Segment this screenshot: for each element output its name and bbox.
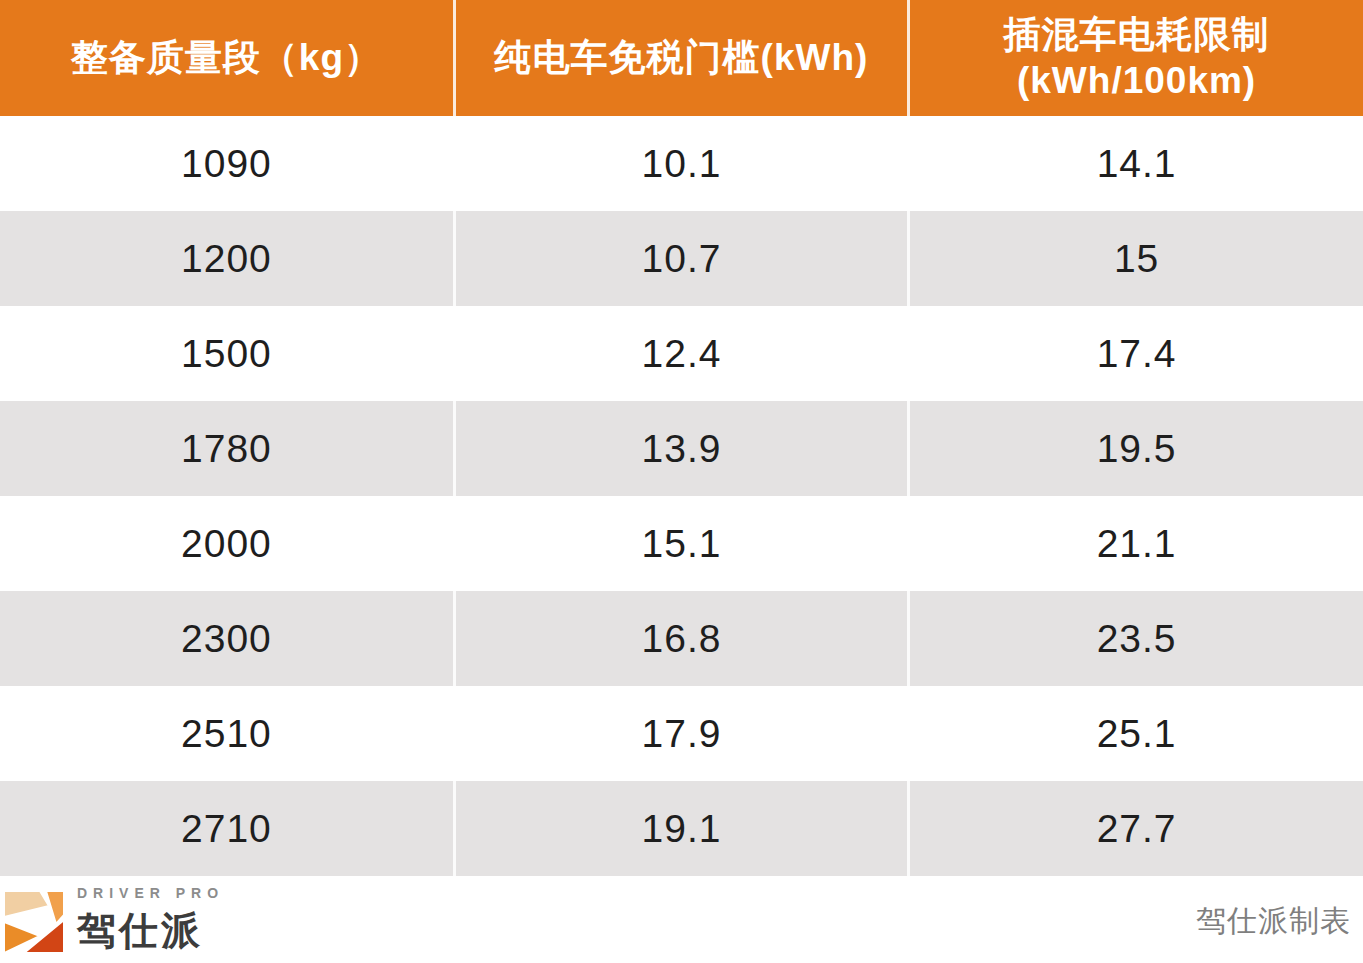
header-cell-phev-limit-line1: 插混车电耗限制 (910, 12, 1363, 58)
driver-pro-logo-icon (4, 890, 64, 954)
table-cell: 19.5 (909, 401, 1363, 496)
header-cell-phev-limit: 插混车电耗限制 (kWh/100km) (909, 0, 1363, 116)
table-body: 109010.114.1120010.715150012.417.4178013… (0, 116, 1363, 876)
table-header: 整备质量段（kg） 纯电车免税门槛(kWh) 插混车电耗限制 (kWh/100k… (0, 0, 1363, 116)
table-cell: 23.5 (909, 591, 1363, 686)
table-cell: 27.7 (909, 781, 1363, 876)
table-cell: 1780 (0, 401, 454, 496)
header-cell-curb-weight: 整备质量段（kg） (0, 0, 454, 116)
table-cell: 15.1 (454, 496, 908, 591)
table-cell: 16.8 (454, 591, 908, 686)
table-cell: 17.9 (454, 686, 908, 781)
table-row: 230016.823.5 (0, 591, 1363, 686)
table-cell: 2710 (0, 781, 454, 876)
table-cell: 15 (909, 211, 1363, 306)
header-cell-phev-limit-line2: (kWh/100km) (910, 58, 1363, 104)
brand-name-cn: 驾仕派 (77, 904, 224, 958)
ev-tax-table: 整备质量段（kg） 纯电车免税门槛(kWh) 插混车电耗限制 (kWh/100k… (0, 0, 1363, 876)
table-credit: 驾仕派制表 (1196, 901, 1353, 942)
table-cell: 14.1 (909, 116, 1363, 211)
footer: DRIVER PRO 驾仕派 驾仕派制表 (0, 876, 1363, 963)
brand-name-en: DRIVER PRO (77, 885, 224, 901)
brand-text: DRIVER PRO 驾仕派 (77, 885, 224, 958)
table-row: 178013.919.5 (0, 401, 1363, 496)
table-cell: 25.1 (909, 686, 1363, 781)
table-cell: 12.4 (454, 306, 908, 401)
table-cell: 2300 (0, 591, 454, 686)
infographic-page: 整备质量段（kg） 纯电车免税门槛(kWh) 插混车电耗限制 (kWh/100k… (0, 0, 1363, 963)
header-row: 整备质量段（kg） 纯电车免税门槛(kWh) 插混车电耗限制 (kWh/100k… (0, 0, 1363, 116)
table-cell: 1500 (0, 306, 454, 401)
table-cell: 1200 (0, 211, 454, 306)
table-row: 150012.417.4 (0, 306, 1363, 401)
table-cell: 10.1 (454, 116, 908, 211)
table-cell: 21.1 (909, 496, 1363, 591)
header-cell-ev-threshold: 纯电车免税门槛(kWh) (454, 0, 908, 116)
table-row: 271019.127.7 (0, 781, 1363, 876)
table-row: 109010.114.1 (0, 116, 1363, 211)
table-cell: 1090 (0, 116, 454, 211)
table-row: 200015.121.1 (0, 496, 1363, 591)
table-cell: 17.4 (909, 306, 1363, 401)
table-cell: 10.7 (454, 211, 908, 306)
brand-block: DRIVER PRO 驾仕派 (4, 885, 224, 958)
table-cell: 2000 (0, 496, 454, 591)
table-cell: 2510 (0, 686, 454, 781)
table-row: 120010.715 (0, 211, 1363, 306)
table-cell: 19.1 (454, 781, 908, 876)
table-cell: 13.9 (454, 401, 908, 496)
table-row: 251017.925.1 (0, 686, 1363, 781)
